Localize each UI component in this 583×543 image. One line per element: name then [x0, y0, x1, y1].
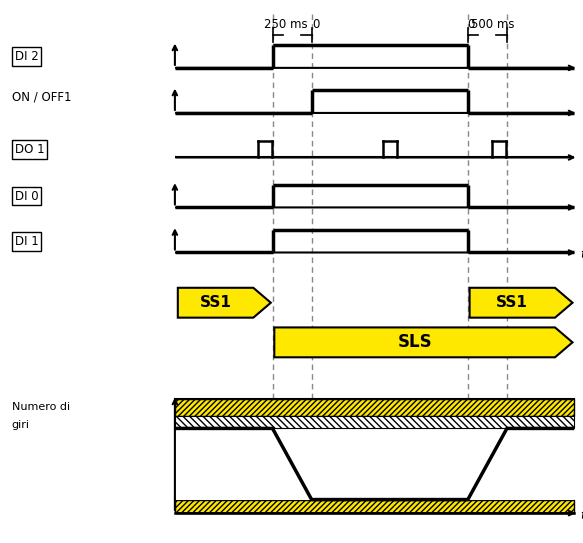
Text: giri: giri	[12, 420, 30, 430]
Text: ON / OFF1: ON / OFF1	[12, 91, 71, 104]
Text: 500 ms: 500 ms	[472, 18, 515, 31]
Text: 250 ms: 250 ms	[265, 18, 308, 31]
Bar	[175, 416, 574, 428]
Polygon shape	[178, 288, 271, 318]
Bar	[175, 399, 574, 416]
Bar	[175, 416, 574, 500]
Text: 0: 0	[312, 18, 320, 31]
Text: 0: 0	[467, 18, 475, 31]
Text: Numero di: Numero di	[12, 402, 70, 412]
Text: DI 1: DI 1	[15, 235, 38, 248]
Text: DO 1: DO 1	[15, 143, 44, 156]
Bar	[175, 399, 574, 416]
Text: SS1: SS1	[199, 295, 231, 310]
Text: DI 2: DI 2	[15, 50, 38, 63]
Text: SS1: SS1	[496, 295, 528, 310]
Text: t: t	[581, 248, 583, 261]
Text: t: t	[581, 509, 583, 522]
Text: DI 0: DI 0	[15, 190, 38, 203]
Text: SLS: SLS	[398, 333, 432, 351]
Polygon shape	[274, 327, 573, 357]
Polygon shape	[470, 288, 573, 318]
Bar	[175, 500, 574, 513]
Bar	[175, 500, 574, 513]
